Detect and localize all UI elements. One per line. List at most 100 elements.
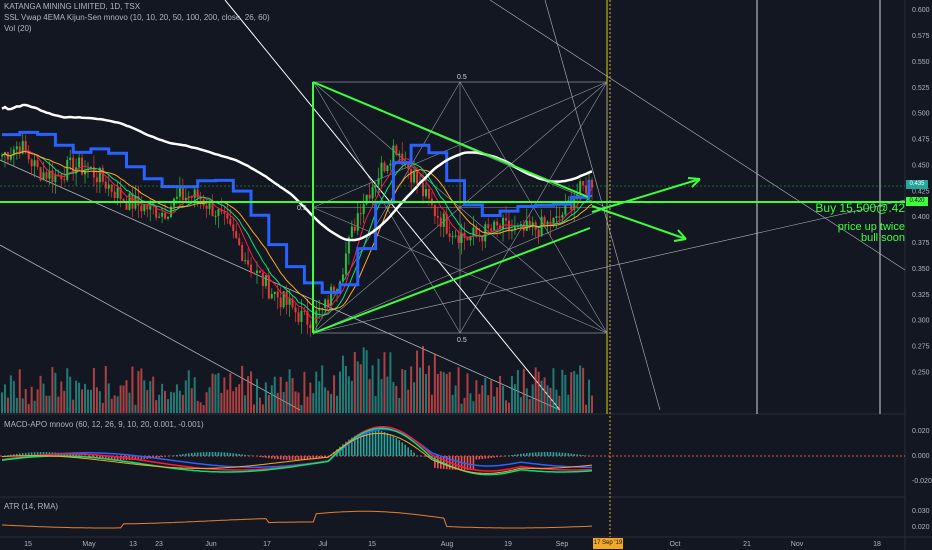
candle-body (513, 226, 516, 231)
candle-body (392, 145, 395, 164)
arrow-up-head (687, 177, 701, 188)
macd-histogram-bar (238, 453, 240, 456)
volume-bar (253, 404, 256, 413)
volume-bar (430, 394, 433, 413)
volume-bar (576, 374, 579, 413)
chart-symbol-title[interactable]: KATANGA MINING LIMITED, 1D, TSX (4, 2, 141, 11)
volume-bar (315, 371, 318, 413)
volume-bar (341, 355, 344, 413)
volume-bar (377, 358, 380, 413)
candle-body (193, 189, 196, 198)
volume-bar (214, 374, 217, 413)
candle-body (469, 236, 472, 241)
candle-body (330, 286, 333, 306)
candle-body (591, 179, 593, 188)
candle-body (48, 170, 51, 179)
macd-histogram-bar (102, 456, 104, 459)
macd-histogram-bar (107, 456, 110, 460)
macd-histogram-bar (362, 431, 365, 456)
volume-bar (475, 380, 478, 413)
macd-histogram-bar (395, 438, 398, 456)
volume-bar (172, 392, 175, 413)
candle-body (454, 235, 457, 237)
volume-bar (146, 390, 149, 413)
macd-histogram-bar (244, 454, 246, 456)
macd-histogram-bar (582, 455, 584, 456)
candle-body (573, 199, 576, 210)
volume-bar (380, 379, 383, 413)
time-tick-label: May (82, 541, 96, 548)
candle-body (499, 225, 502, 230)
macd-histogram-bar (199, 452, 202, 456)
volume-bar (285, 381, 288, 413)
atr-line (1, 510, 593, 529)
candle-body (555, 216, 558, 218)
candle-body (24, 141, 27, 152)
candle-body (564, 201, 567, 215)
atr-legend[interactable]: ATR (14, RMA) (4, 502, 59, 511)
volume-bar (522, 368, 525, 413)
volume-bar (564, 374, 567, 413)
candle-body (472, 227, 475, 237)
indicator-legend-ssl[interactable]: SSL Vwap 4EMA Kijun-Sen mnovo (10, 10, 2… (4, 13, 270, 22)
candle-body (72, 157, 75, 174)
candle-body (502, 218, 505, 230)
macd-histogram-bar (368, 430, 371, 456)
candle-body (552, 217, 555, 227)
candle-body (140, 205, 143, 212)
macd-histogram-bar (300, 456, 303, 460)
macd-histogram-bar (404, 444, 407, 456)
volume-bar (193, 377, 196, 413)
volume-bar (537, 371, 540, 413)
macd-histogram-bar (374, 430, 377, 456)
volume-bar (291, 378, 294, 413)
macd-histogram-bar (416, 455, 418, 456)
candle-body (261, 272, 264, 287)
volume-bar (181, 394, 184, 413)
candle-body (54, 174, 57, 182)
ema-orange-line (1, 151, 593, 311)
indicator-legend-vol[interactable]: Vol (20) (4, 24, 32, 33)
ssl-step-line (1, 130, 591, 294)
volume-bar (433, 353, 436, 413)
macd-histogram-bar (211, 452, 214, 456)
macd-legend[interactable]: MACD-APO mnovo (60, 12, 26, 9, 10, 20, 0… (4, 420, 204, 429)
volume-bar (383, 352, 386, 413)
macd-histogram-bar (496, 456, 498, 458)
candle-body (84, 170, 87, 175)
diagonal-line (0, 244, 301, 411)
macd-signal-line (1, 432, 593, 474)
candle-body (30, 159, 33, 167)
macd-histogram-bar (457, 456, 460, 470)
volume-bar (427, 365, 430, 413)
candle-body (350, 226, 353, 238)
volume-bar (101, 402, 104, 413)
candle-body (422, 182, 425, 197)
macd-histogram-bar (528, 452, 531, 456)
macd-histogram-bar (312, 456, 315, 460)
macd-histogram-bar (354, 435, 356, 456)
volume-bar (424, 374, 427, 413)
candle-body (217, 209, 220, 216)
macd-histogram-bar (134, 456, 137, 460)
candle-body (107, 184, 110, 189)
macd-histogram-bar (318, 456, 321, 459)
candle-body (507, 220, 510, 232)
volume-bar (161, 383, 164, 413)
macd-tick-label: -0.020 (912, 478, 932, 485)
macd-histogram-bar (247, 455, 249, 456)
candle-body (413, 172, 416, 183)
macd-histogram-bar (143, 456, 146, 460)
candle-body (427, 189, 430, 199)
current-price-badge: 0.435 (906, 180, 928, 189)
candle-body (258, 270, 261, 273)
candle-body (223, 211, 226, 214)
volume-bar (487, 395, 490, 413)
price-tick-label: 0.375 (912, 240, 930, 247)
candle-body (190, 196, 193, 198)
volume-bar (395, 385, 398, 413)
candle-body (315, 310, 318, 324)
macd-histogram-bar (564, 452, 567, 456)
candle-body (66, 159, 69, 181)
